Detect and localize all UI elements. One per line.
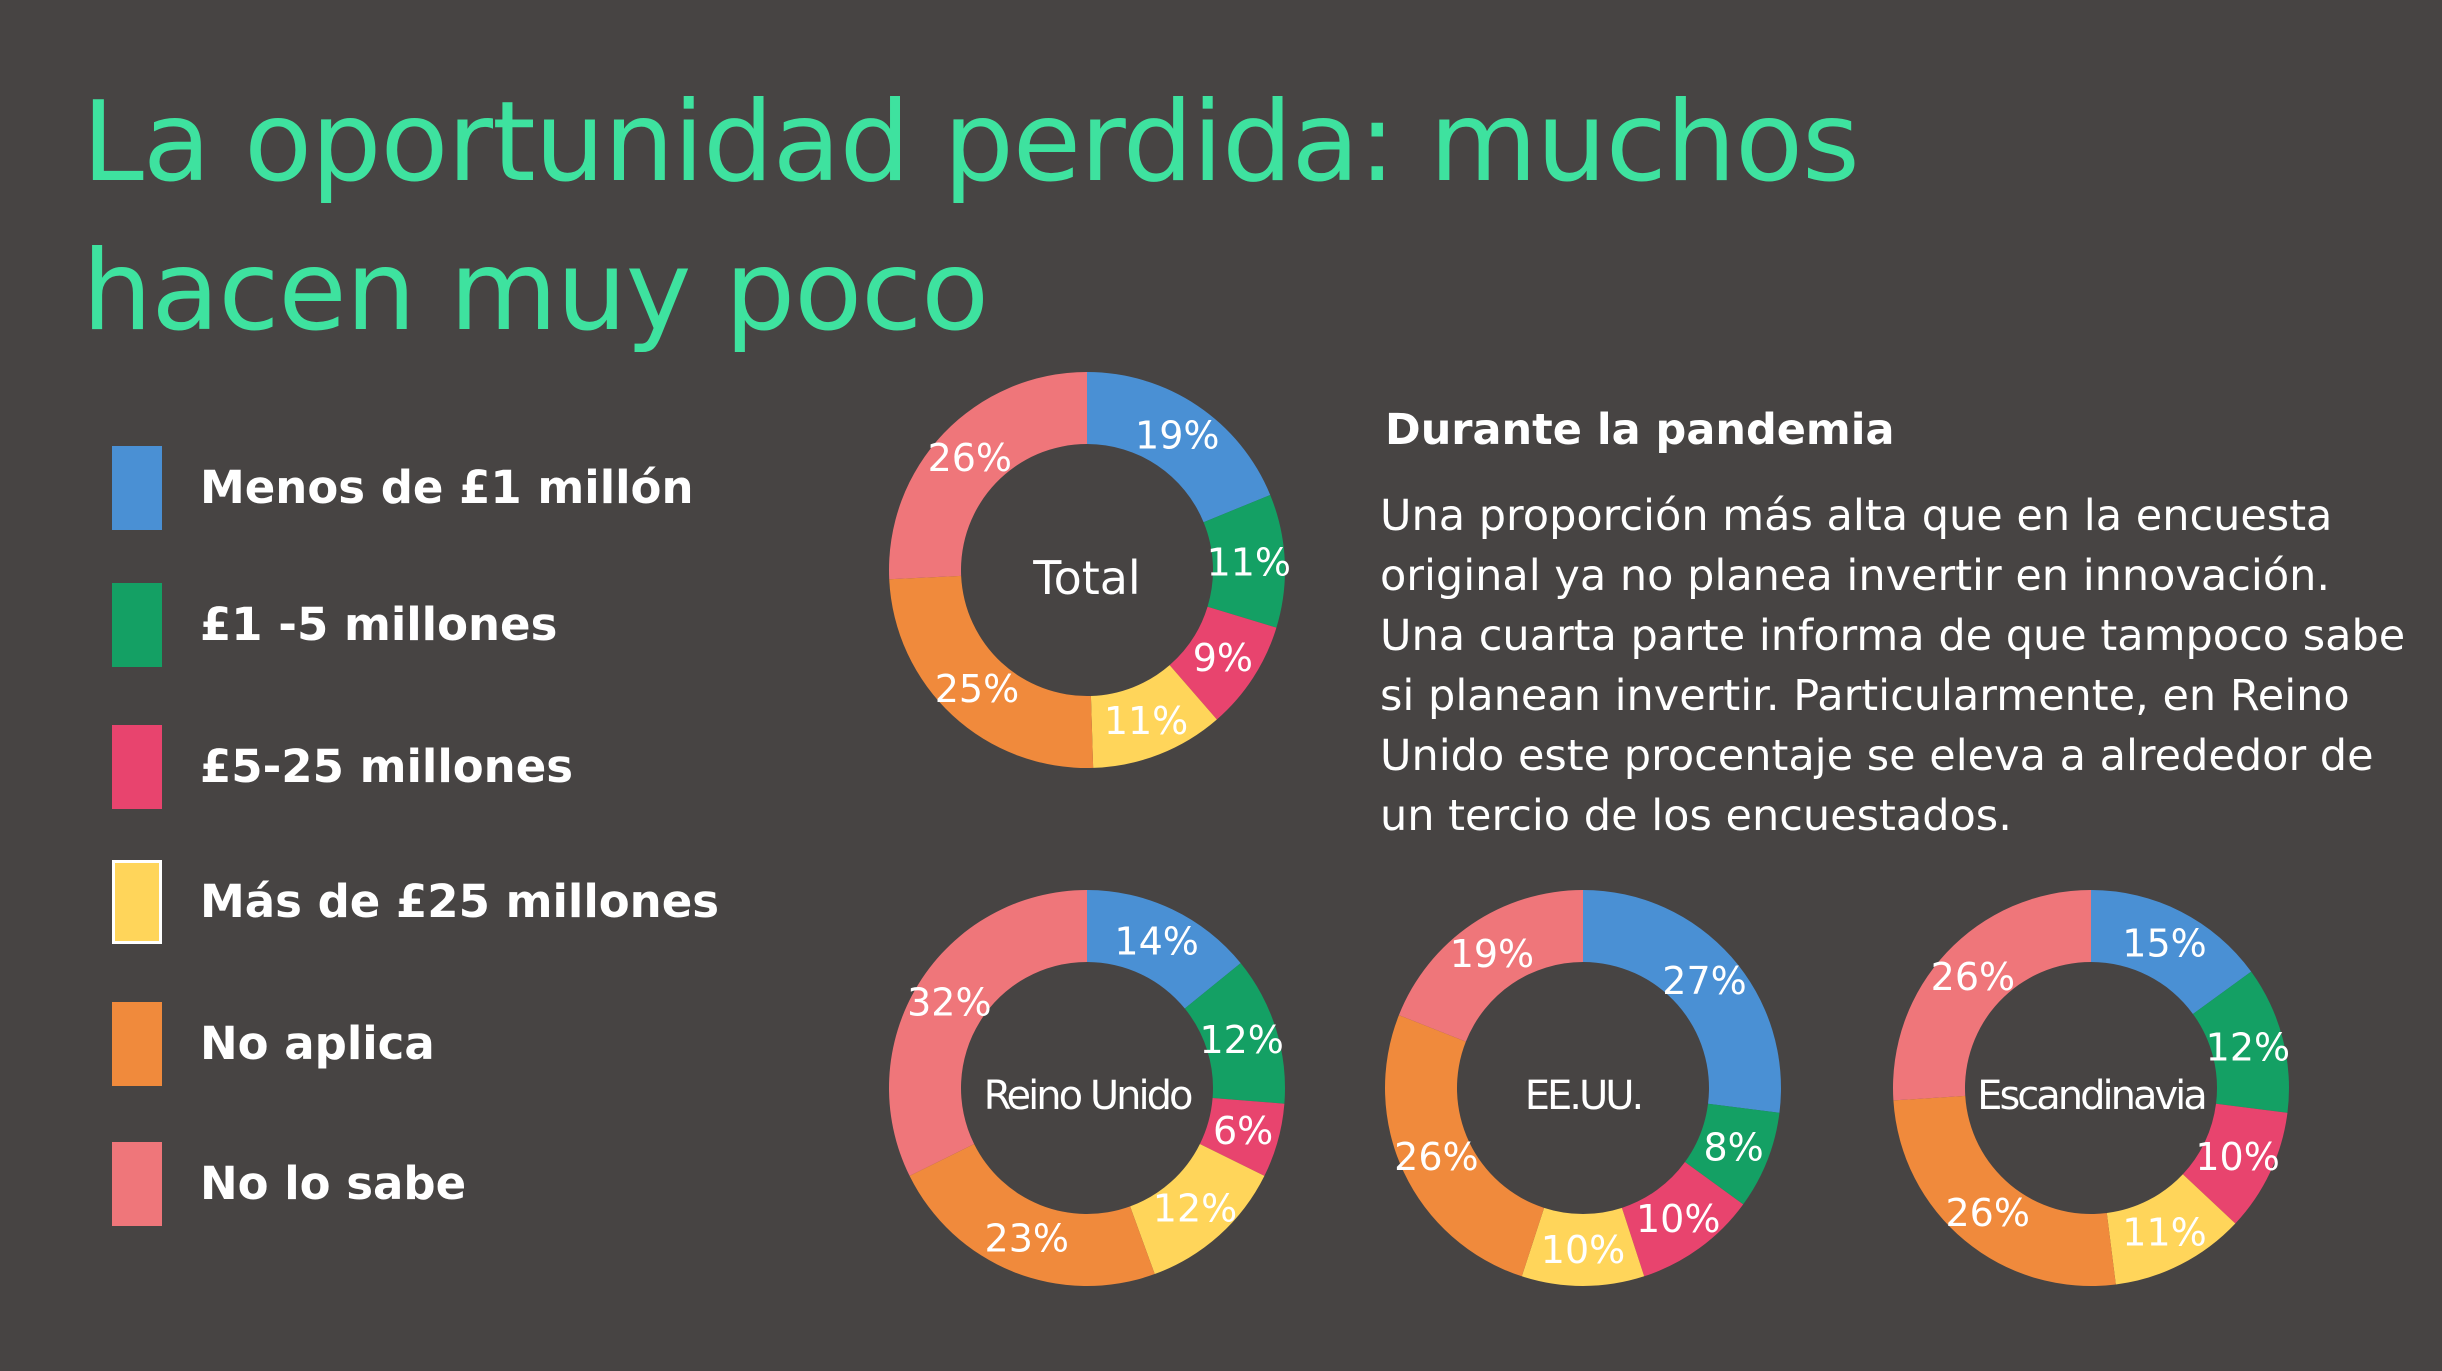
- donut-data-label: 14%: [1114, 920, 1198, 964]
- legend-label: Más de £25 millones: [200, 875, 720, 928]
- legend-label: £5-25 millones: [200, 740, 574, 793]
- donut-slice-escandinavia-no-aplica: [1893, 1095, 2116, 1286]
- donut-slice-reino-unido-menos-de-1-millon: [1087, 890, 1241, 1009]
- legend-label: Menos de £1 millón: [200, 461, 694, 514]
- legend-swatch-salmon: [112, 1142, 162, 1226]
- donut-slice-escandinavia-1-5-millones: [2192, 971, 2289, 1113]
- donut-slice-reino-unido-mas-de-25-millones: [1130, 1143, 1265, 1275]
- donut-data-label: 26%: [1931, 955, 2015, 999]
- donut-data-label: 26%: [1946, 1191, 2030, 1235]
- donut-slice-reino-unido-5-25-millones: [1199, 1097, 1285, 1176]
- donut-data-label: 26%: [1394, 1135, 1478, 1179]
- donut-center-title: EE.UU.: [1525, 1073, 1642, 1119]
- donut-data-label: 23%: [985, 1216, 1069, 1260]
- donut-slice-total-no-aplica: [889, 575, 1094, 768]
- legend-item-less-1m: Menos de £1 millón: [112, 446, 812, 532]
- donut-slice-escandinavia-5-25-millones: [2182, 1103, 2288, 1224]
- donut-center-title: Reino Unido: [984, 1073, 1192, 1119]
- donut-data-label: 10%: [2195, 1135, 2279, 1179]
- donut-slice-total-5-25-millones: [1169, 606, 1277, 720]
- legend-item-no-lo-sabe: No lo sabe: [112, 1142, 812, 1228]
- donut-slice-reino-unido-no-lo-sabe: [889, 890, 1087, 1176]
- side-paragraph: Una proporción más alta que en la encues…: [1380, 491, 2406, 841]
- donut-data-label: 8%: [1703, 1126, 1763, 1170]
- donut-data-label: 32%: [907, 981, 991, 1025]
- legend-swatch-green: [112, 583, 162, 667]
- donut-data-label: 19%: [1135, 413, 1219, 457]
- page-title: La oportunidad perdida: muchos hacen muy…: [82, 78, 1860, 356]
- donut-chart-ee-uu: 27% 8% 10%10% 26% 19% EE.UU.: [1384, 889, 1781, 1286]
- legend-label: No lo sabe: [200, 1157, 467, 1210]
- legend-item-over-25m: Más de £25 millones: [112, 860, 812, 946]
- donut-data-label: 19%: [1450, 932, 1534, 976]
- donut-chart-total: 19%11%9%11%25%26%Total: [889, 372, 1291, 768]
- legend-item-no-aplica: No aplica: [112, 1002, 812, 1088]
- donut-data-label: 10%: [1636, 1197, 1720, 1241]
- donut-data-label: 9%: [1193, 636, 1253, 680]
- legend-label: No aplica: [200, 1017, 435, 1070]
- donut-slice-total-1-5-millones: [1203, 494, 1285, 628]
- donut-chart-reino-unido: 14% 12% 6% 12% 23% 32% Reino Unido: [889, 890, 1285, 1286]
- donut-slice-reino-unido-no-aplica: [909, 1143, 1155, 1286]
- donut-data-label: 25%: [935, 667, 1019, 711]
- donut-data-label: 11%: [2122, 1210, 2206, 1254]
- donut-data-label: 11%: [1104, 699, 1188, 743]
- donut-center-title: Escandinavia: [1977, 1073, 2205, 1119]
- legend-label: £1 -5 millones: [200, 598, 558, 651]
- legend-item-1-5m: £1 -5 millones: [112, 583, 812, 669]
- donut-slice-total-no-lo-sabe: [889, 372, 1087, 580]
- donut-data-label: 12%: [2206, 1026, 2290, 1070]
- donut-slice-ee-uu-1-5-millones: [1684, 1103, 1780, 1205]
- donut-data-label: 6%: [1213, 1109, 1273, 1153]
- donut-data-label: 12%: [1199, 1018, 1283, 1062]
- donut-data-label: 11%: [1207, 540, 1291, 584]
- side-heading: Durante la pandemia: [1385, 405, 1895, 455]
- donut-data-label: 10%: [1541, 1228, 1625, 1272]
- donut-slice-escandinavia-menos-de-1-millon: [2091, 890, 2252, 1014]
- donut-slice-total-mas-de-25-millones: [1090, 665, 1217, 768]
- donut-chart-escandinavia: 15% 12% 10% 11% 26% 26% Escandinavia: [1893, 890, 2290, 1286]
- legend-swatch-orange: [112, 1002, 162, 1086]
- donut-center-title: Total: [1032, 551, 1140, 605]
- donut-slice-reino-unido-1-5-millones: [1184, 963, 1285, 1104]
- donut-slice-ee-uu-menos-de-1-millon: [1583, 889, 1781, 1113]
- legend-swatch-blue: [112, 446, 162, 530]
- donut-data-label: 27%: [1662, 959, 1746, 1003]
- donut-data-label: 26%: [928, 436, 1012, 480]
- donut-slice-escandinavia-no-lo-sabe: [1893, 890, 2091, 1101]
- donut-slice-total-menos-de-1-millon: [1087, 372, 1271, 523]
- donut-slice-ee-uu-mas-de-25-millones: [1521, 1207, 1645, 1286]
- donut-slice-ee-uu-no-lo-sabe: [1398, 890, 1583, 1042]
- donut-data-label: 12%: [1153, 1187, 1237, 1231]
- donut-data-label: 15%: [2122, 922, 2206, 966]
- donut-slice-escandinavia-mas-de-25-millones: [2106, 1174, 2236, 1285]
- donut-slice-ee-uu-no-aplica: [1384, 1015, 1545, 1277]
- legend-item-5-25m: £5-25 millones: [112, 725, 812, 811]
- legend-swatch-yellow: [112, 860, 162, 944]
- legend-swatch-pink: [112, 725, 162, 809]
- donut-slice-ee-uu-5-25-millones: [1621, 1162, 1744, 1277]
